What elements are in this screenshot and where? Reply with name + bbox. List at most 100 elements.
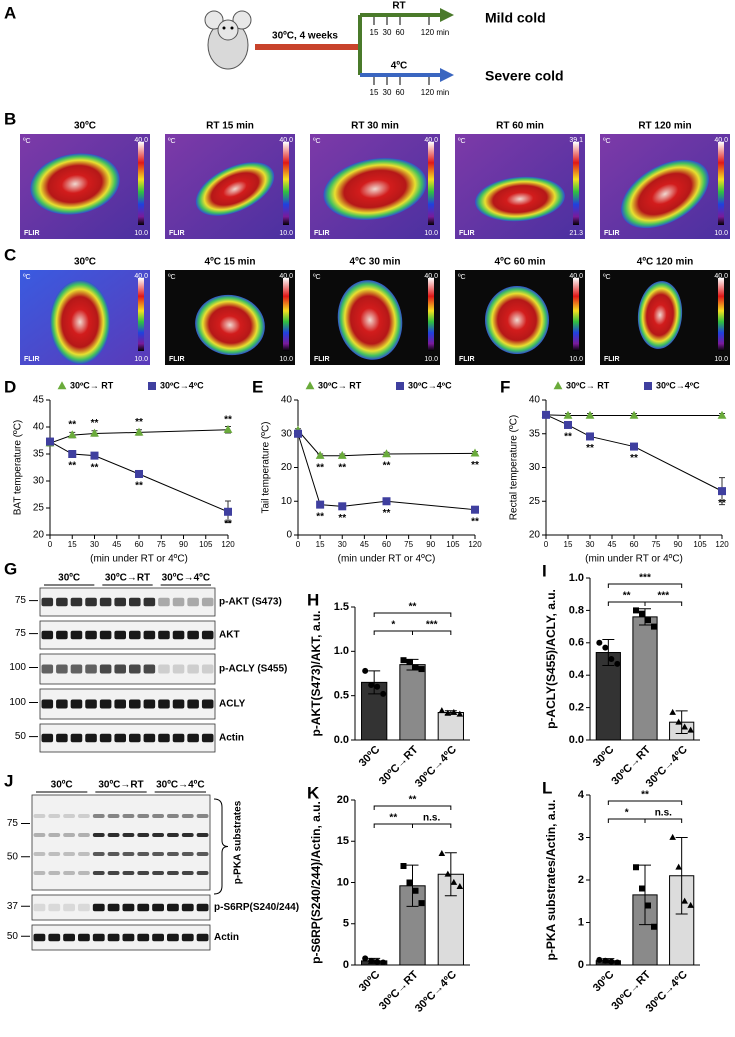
scale-max: 40.0 — [279, 137, 293, 144]
mouse-icon — [204, 10, 252, 70]
blot-band — [33, 814, 46, 818]
blot-band — [137, 852, 150, 856]
mw-label: 100 — [9, 662, 26, 673]
marker — [67, 430, 77, 439]
data-point — [418, 666, 425, 673]
brand-label: FLIR — [459, 230, 475, 237]
blot-band — [56, 597, 68, 607]
blot-band — [167, 903, 179, 912]
data-point — [444, 870, 452, 877]
y-tick-label: 0.8 — [569, 604, 584, 616]
data-point — [639, 610, 645, 617]
blot-band — [114, 699, 126, 709]
marker — [224, 507, 232, 516]
blot-band — [167, 871, 179, 875]
x-tick-label: 45 — [112, 540, 121, 549]
data-point — [412, 887, 419, 894]
timepoint-label: 120 min — [421, 28, 449, 37]
legend-label: 30ºC→ RT — [318, 380, 362, 390]
blot-band — [33, 903, 46, 912]
significance: ** — [135, 417, 143, 428]
blot-band — [56, 699, 68, 709]
timepoint-label: 30 — [383, 28, 392, 37]
blot-band — [201, 664, 214, 674]
bracket-label: *** — [426, 620, 438, 631]
y-tick-label: 3 — [578, 831, 584, 843]
blot-band — [70, 733, 83, 743]
blot-band — [158, 597, 170, 607]
y-axis-label: p-PKA substrates/Actin, a.u. — [544, 800, 558, 961]
image-title: RT 60 min — [496, 121, 544, 132]
blot-band — [33, 933, 46, 942]
y-tick-label: 30 — [33, 476, 45, 487]
blot-band — [143, 597, 156, 607]
scale-min: 10.0 — [279, 356, 293, 363]
timepoint-label: 15 — [370, 28, 379, 37]
significance: ** — [383, 461, 391, 472]
panel-letter: B — [4, 109, 16, 128]
x-tick-label: 120 — [715, 540, 729, 549]
blot-band — [114, 733, 126, 743]
mw-label: 37 — [7, 901, 19, 912]
blot-band — [92, 814, 105, 818]
blot-band — [78, 852, 90, 856]
marker — [90, 428, 99, 437]
significance: ** — [564, 432, 572, 443]
y-tick-label: 30 — [529, 462, 541, 473]
blot-band — [187, 733, 199, 743]
significance: ** — [471, 460, 479, 471]
data-point — [675, 863, 682, 870]
y-tick-label: 2 — [578, 874, 584, 886]
x-tick-label: 60 — [630, 540, 639, 549]
x-tick-label: 0 — [544, 540, 549, 549]
x-tick-label: 30ºC — [357, 744, 383, 770]
unit-label: ºC — [23, 274, 31, 281]
data-point — [406, 879, 413, 886]
x-tick-label: 120 — [468, 540, 482, 549]
data-point — [645, 617, 651, 624]
blot-band — [181, 903, 194, 912]
blot-band — [122, 871, 135, 875]
x-tick-label: 30ºC — [591, 969, 617, 995]
error-bar — [675, 837, 688, 915]
x-tick-label: 30ºC — [591, 744, 617, 770]
blot-band — [122, 833, 135, 837]
unit-label: ºC — [458, 138, 466, 145]
data-point — [362, 667, 369, 674]
blot-band — [63, 814, 75, 818]
data-point — [681, 897, 688, 904]
blot-band — [152, 814, 164, 818]
color-scale — [428, 278, 434, 351]
y-tick-label: 0.5 — [334, 690, 349, 702]
timepoint-label: 30 — [383, 88, 392, 97]
data-point — [456, 883, 464, 890]
y-tick-label: 25 — [33, 503, 45, 514]
blot-band — [196, 833, 209, 837]
blot-band — [78, 833, 90, 837]
y-tick-label: 0.0 — [334, 734, 349, 746]
scale-min: 10.0 — [569, 356, 583, 363]
x-tick-label: 90 — [674, 540, 683, 549]
color-scale — [138, 278, 144, 351]
error-bar — [368, 670, 381, 695]
blot-band — [107, 814, 120, 818]
blot-band — [92, 871, 105, 875]
significance: ** — [338, 513, 346, 524]
y-axis-label: p-AKT(S473)/AKT, a.u. — [309, 610, 323, 736]
brand-label: FLIR — [169, 230, 185, 237]
data-point — [374, 958, 381, 965]
data-point — [450, 708, 458, 715]
panel-letter: H — [307, 590, 319, 609]
mw-label: 75 — [15, 595, 27, 606]
thermal-body — [195, 294, 265, 356]
brand-label: FLIR — [314, 356, 330, 363]
marker — [718, 487, 726, 496]
y-tick-label: 20 — [281, 462, 293, 473]
y-tick-label: 0 — [343, 959, 349, 971]
blot-strip — [39, 723, 216, 753]
y-tick-label: 0.6 — [569, 637, 584, 649]
y-tick-label: 0 — [578, 959, 584, 971]
blot-band — [152, 833, 164, 837]
blot-band — [167, 814, 179, 818]
significance: ** — [91, 418, 99, 429]
